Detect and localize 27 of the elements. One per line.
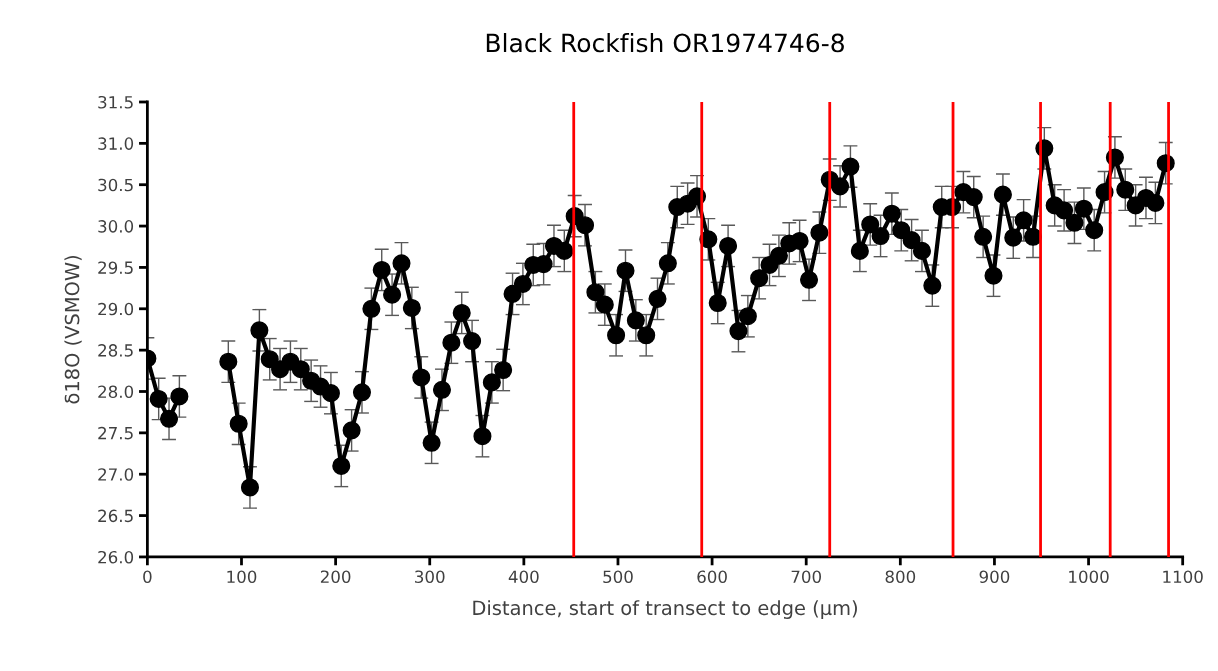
x-tick-label: 200 (320, 570, 351, 584)
x-tick-label: 0 (143, 570, 152, 584)
y-tick-label: 26.5 (98, 509, 133, 523)
x-tick-label: 800 (885, 570, 916, 584)
x-tick-label: 100 (227, 570, 257, 584)
y-tick-label: 30.5 (98, 178, 133, 192)
chart-title: Black Rockfish OR1974746-8 (486, 33, 844, 53)
x-tick-label: 700 (791, 570, 821, 584)
y-tick-label: 31.0 (98, 137, 134, 150)
x-tick-label: 300 (415, 570, 445, 584)
x-tick-label: 400 (508, 570, 539, 584)
x-tick-label: 1000 (1069, 570, 1109, 584)
x-tick-label: 600 (697, 570, 727, 584)
x-tick-label: 1100 (1163, 570, 1203, 584)
y-tick-label: 31.5 (98, 95, 133, 109)
x-tick-label: 500 (603, 570, 633, 584)
x-axis-title: Distance, start of transect to edge (µm) (473, 600, 857, 619)
y-tick-label: 26.0 (98, 550, 134, 564)
y-axis-title: δ18O (VSMOW) (64, 256, 82, 404)
y-tick-label: 29.0 (98, 302, 134, 316)
y-tick-label: 28.5 (98, 344, 133, 357)
y-tick-label: 27.0 (98, 468, 134, 481)
y-tick-label: 29.5 (98, 261, 133, 274)
y-tick-label: 27.5 (98, 426, 133, 440)
x-tick-label: 900 (979, 570, 1010, 584)
y-tick-label: 30.0 (98, 220, 134, 233)
y-tick-label: 28.0 (98, 385, 134, 399)
